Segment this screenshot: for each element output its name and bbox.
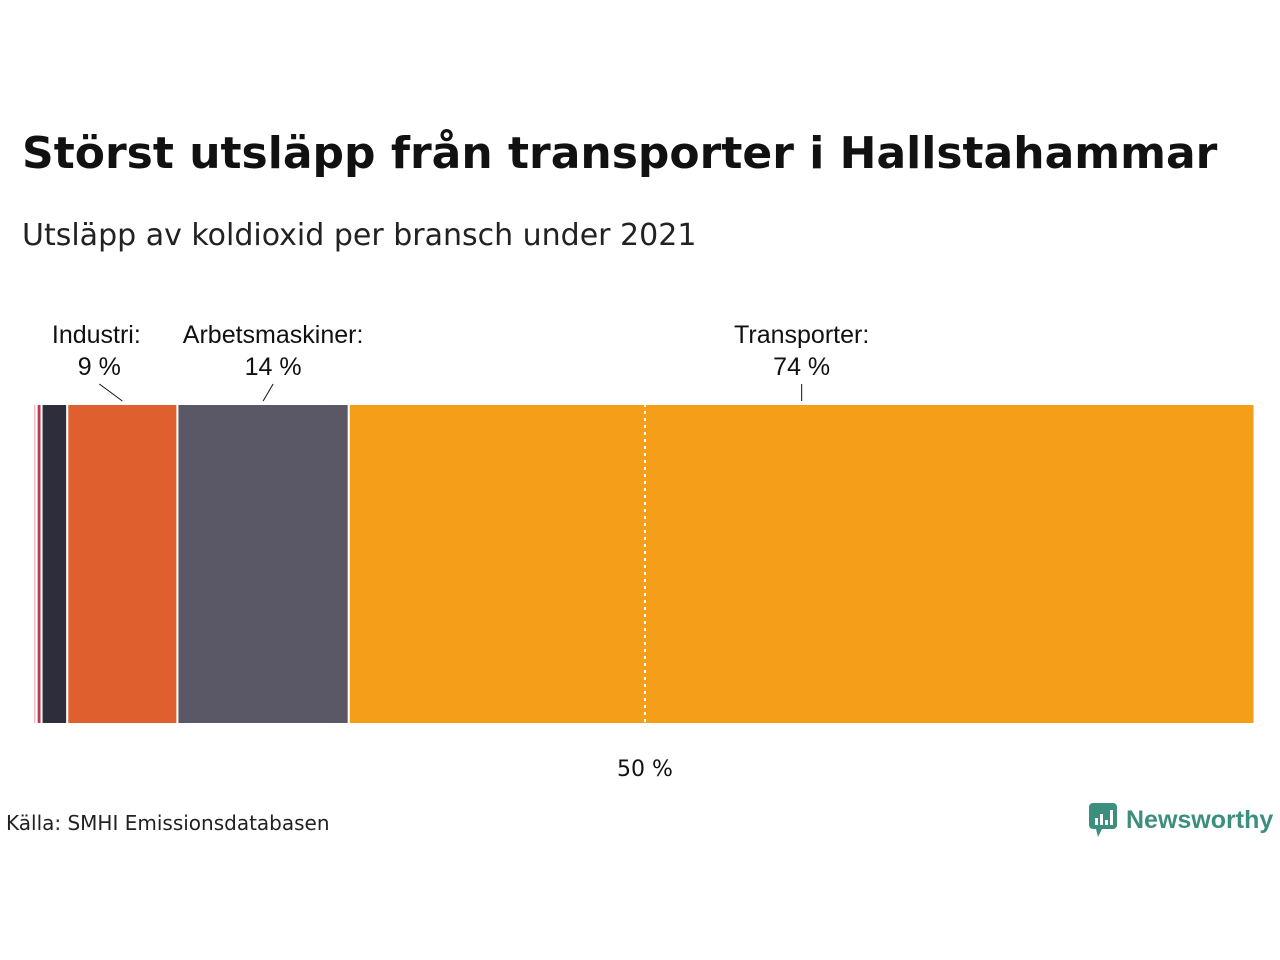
bar-segment-3 [66, 403, 179, 725]
bar-segments [32, 403, 1256, 725]
stacked-bar-chart: Industri: 9 % Arbetsmaskiner: 14 % Transport… [32, 321, 1256, 782]
newsworthy-icon [1089, 803, 1117, 837]
segment-value-label-3: 9 % [78, 353, 121, 381]
segment-value-label-4: 14 % [245, 353, 302, 381]
segment-value-label-5: 74 % [773, 353, 830, 381]
segment-labels: Industri: 9 % Arbetsmaskiner: 14 % Transport… [52, 321, 869, 402]
source-note: Källa: SMHI Emissionsdatabasen [6, 811, 330, 835]
brand-logo: Newsworthy [1088, 802, 1273, 838]
brand-name: Newsworthy [1126, 805, 1274, 834]
chart-title: Störst utsläpp från transporter i Hallst… [22, 128, 1218, 179]
leader-line-3 [99, 383, 123, 402]
bar-segment-4 [176, 403, 350, 725]
bar-segment-5 [347, 403, 1256, 725]
midline-label: 50 % [617, 757, 673, 782]
segment-name-4: Arbetsmaskiner: [183, 321, 364, 349]
segment-name-3: Industri: [52, 321, 141, 349]
leader-line-4 [262, 383, 274, 402]
bar-segment-2 [40, 403, 69, 725]
segment-name-5: Transporter: [734, 321, 869, 349]
chart-subtitle: Utsläpp av koldioxid per bransch under 2… [22, 218, 697, 253]
